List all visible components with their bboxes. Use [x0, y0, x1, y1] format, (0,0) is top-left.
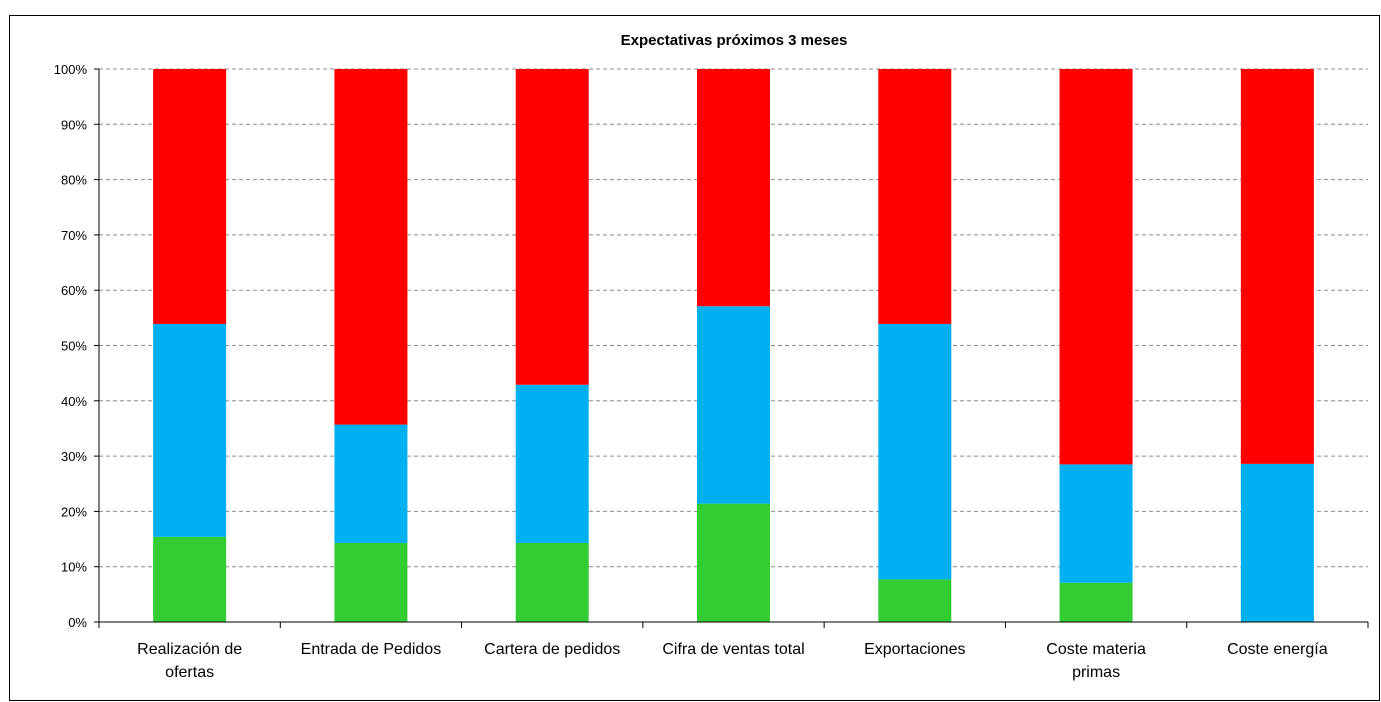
x-tick-label: Exportaciones	[864, 641, 965, 658]
bar-segment	[334, 542, 408, 622]
bar-segment	[334, 424, 408, 543]
y-axis: 0% 10% 20% 30% 40% 50% 60% 70% 80% 90% 100%	[54, 62, 100, 630]
y-tick-label: 0%	[68, 615, 87, 630]
bar-segment	[878, 323, 952, 580]
bar-segment	[515, 384, 589, 543]
gridlines	[99, 68, 1368, 568]
y-tick-label: 60%	[61, 283, 87, 298]
bar-segment	[697, 69, 770, 307]
x-tick-label: Coste materia	[1046, 641, 1146, 658]
bar-segment	[878, 69, 952, 324]
x-tick-label: primas	[1072, 664, 1120, 681]
bar-segment	[697, 503, 770, 622]
bar-segment	[153, 536, 227, 622]
y-tick-label: 80%	[61, 173, 87, 188]
x-tick-label: Entrada de Pedidos	[301, 641, 442, 658]
bar-segment	[878, 579, 952, 622]
bars	[153, 69, 1314, 622]
chart-title: Expectativas próximos 3 meses	[621, 32, 848, 49]
bar-segment	[1240, 463, 1314, 622]
x-tick-label: Cifra de ventas total	[662, 641, 804, 658]
y-tick-label: 40%	[61, 394, 87, 409]
x-tick-label: Cartera de pedidos	[484, 641, 620, 658]
bar-segment	[697, 306, 770, 504]
bar-segment	[153, 69, 227, 324]
chart-frame	[9, 15, 1380, 701]
bar-segment	[1059, 464, 1133, 583]
bar-segment	[334, 69, 408, 425]
bar-segment	[1059, 582, 1133, 622]
y-tick-label: 90%	[61, 117, 87, 132]
y-tick-label: 70%	[61, 228, 87, 243]
x-tick-label: Realización de	[137, 641, 242, 658]
x-tick-label: Coste energía	[1227, 641, 1328, 658]
bar-segment	[1059, 69, 1133, 465]
bar-segment	[1240, 69, 1314, 464]
bar-segment	[515, 69, 589, 385]
y-tick-label: 20%	[61, 504, 87, 519]
x-axis: Realización de ofertas Entrada de Pedidos C…	[98, 621, 1369, 681]
y-tick-label: 50%	[61, 339, 87, 354]
x-tick-label: ofertas	[165, 664, 214, 681]
y-tick-label: 10%	[61, 560, 87, 575]
bar-segment	[153, 323, 227, 537]
y-tick-label: 30%	[61, 449, 87, 464]
y-tick-label: 100%	[54, 62, 88, 77]
bar-segment	[515, 542, 589, 622]
